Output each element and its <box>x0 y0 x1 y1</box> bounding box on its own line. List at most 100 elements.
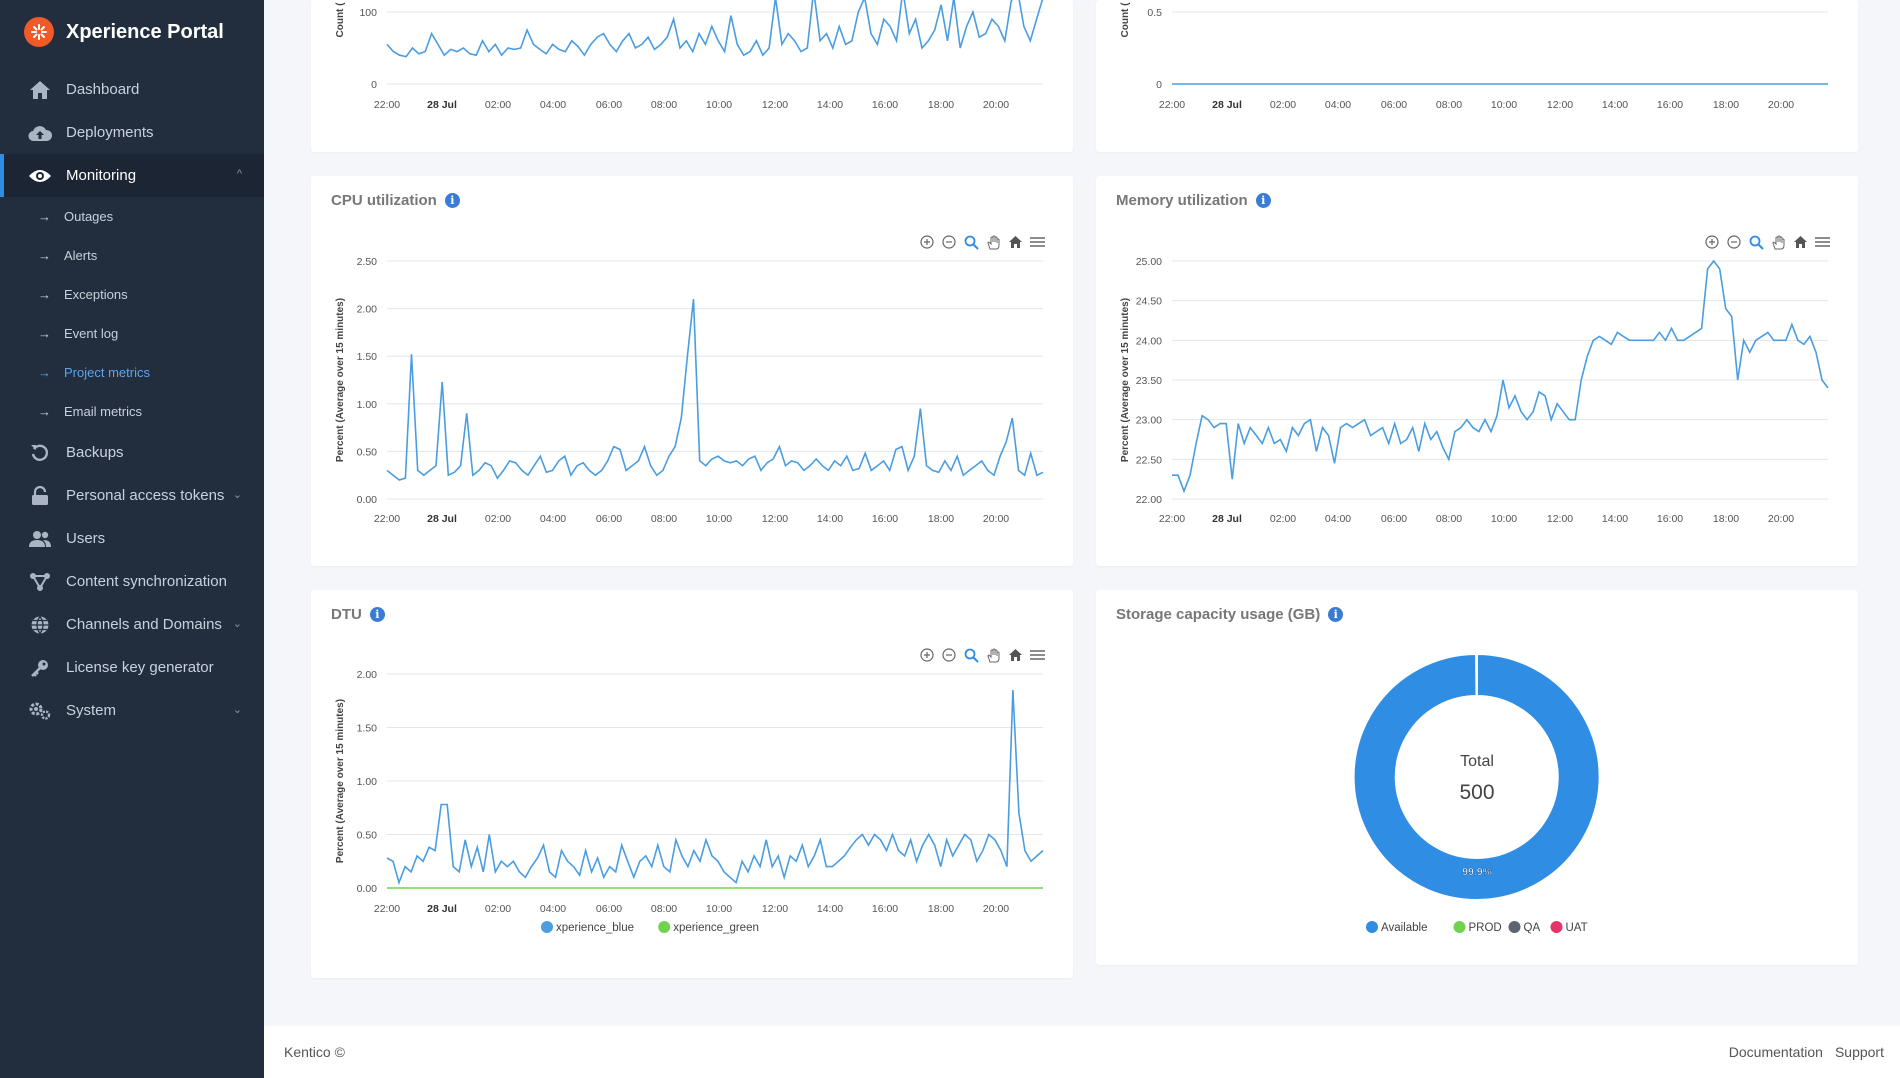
x-tick-label: 10:00 <box>706 903 732 915</box>
reset-home-icon[interactable] <box>1007 647 1023 663</box>
y-axis-title: Percent (Average over 15 minutes) <box>335 298 346 462</box>
x-tick-label: 16:00 <box>872 513 898 525</box>
x-tick-label: 06:00 <box>596 903 622 915</box>
menu-icon[interactable] <box>1814 234 1830 250</box>
reset-home-icon[interactable] <box>1792 234 1808 250</box>
y-tick-label: 23.50 <box>1136 375 1162 387</box>
subnav-item-exceptions[interactable]: → Exceptions <box>0 275 264 314</box>
selection-zoom-icon[interactable] <box>1748 234 1764 250</box>
support-link[interactable]: Support <box>1834 1044 1884 1060</box>
arrow-right-icon: → <box>38 404 51 419</box>
subnav-item-email-metrics[interactable]: → Email metrics <box>0 392 264 431</box>
zoom-in-icon[interactable] <box>919 234 935 250</box>
x-tick-label: 08:00 <box>651 99 677 111</box>
x-tick-label: 02:00 <box>1270 513 1296 525</box>
nav-item-system[interactable]: System ⌄ <box>0 689 264 732</box>
y-tick-label: 0 <box>1156 79 1162 91</box>
series-line-cpu <box>386 299 1044 481</box>
nav-item-deployments[interactable]: Deployments <box>0 111 264 154</box>
x-tick-label: 16:00 <box>1657 513 1683 525</box>
nav-item-personal-access-tokens[interactable]: Personal access tokens ⌄ <box>0 474 264 517</box>
info-icon[interactable]: i <box>1328 607 1344 622</box>
x-tick-label: 14:00 <box>817 99 843 111</box>
x-tick-label: 28 Jul <box>427 903 457 915</box>
x-tick-label: 10:00 <box>1491 513 1517 525</box>
x-tick-label: 18:00 <box>928 513 954 525</box>
y-tick-label: 2.50 <box>357 256 378 268</box>
pan-hand-icon[interactable] <box>985 647 1001 663</box>
zoom-in-icon[interactable] <box>919 647 935 663</box>
reset-home-icon[interactable] <box>1007 234 1023 250</box>
zoom-out-icon[interactable] <box>941 234 957 250</box>
subnav-label: Exceptions <box>64 287 128 302</box>
y-tick-label: 2.00 <box>357 304 378 316</box>
x-tick-label: 02:00 <box>485 99 511 111</box>
x-tick-label: 28 Jul <box>1212 99 1242 111</box>
subnav-label: Outages <box>64 209 114 224</box>
zoom-in-icon[interactable] <box>1704 234 1720 250</box>
x-tick-label: 16:00 <box>872 903 898 915</box>
chart-storage: Total 500 99.9% Available PROD QA UAT <box>1352 652 1601 934</box>
y-tick-label: 0 <box>371 79 377 91</box>
menu-icon[interactable] <box>1029 647 1045 663</box>
card-storage-capacity: Storage capacity usage (GB) i Total 500 99… <box>1096 590 1858 965</box>
subnav-label: Project metrics <box>64 365 150 380</box>
x-tick-label: 06:00 <box>1381 513 1407 525</box>
y-tick-label: 1.00 <box>357 399 378 411</box>
nav-label: Monitoring <box>66 167 137 184</box>
nav-item-channels-and-domains[interactable]: Channels and Domains ⌄ <box>0 603 264 646</box>
x-tick-label: 18:00 <box>1713 513 1739 525</box>
card-title-text: Storage capacity usage (GB) <box>1116 606 1321 623</box>
card-title-text: CPU utilization <box>331 192 437 209</box>
pan-hand-icon[interactable] <box>985 234 1001 250</box>
subnav-item-outages[interactable]: → Outages <box>0 197 264 236</box>
footer-brand: Kentico © <box>284 1044 345 1060</box>
donut-slice-available <box>1352 652 1601 901</box>
info-icon[interactable]: i <box>1255 193 1271 208</box>
x-tick-label: 20:00 <box>983 99 1009 111</box>
nav-label: Backups <box>66 444 124 461</box>
info-icon[interactable]: i <box>369 607 385 622</box>
nav-item-monitoring[interactable]: Monitoring ^ <box>0 154 264 197</box>
x-tick-label: 10:00 <box>706 513 732 525</box>
card-title-text: DTU <box>331 606 362 623</box>
nav-item-users[interactable]: Users <box>0 517 264 560</box>
nav-label: Dashboard <box>66 81 140 98</box>
nav-item-content-synchronization[interactable]: Content synchronization <box>0 560 264 603</box>
chevron-down-icon: ⌄ <box>232 704 242 716</box>
nav-item-dashboard[interactable]: Dashboard <box>0 68 264 111</box>
x-tick-label: 28 Jul <box>427 99 457 111</box>
pan-hand-icon[interactable] <box>1770 234 1786 250</box>
subnav-item-project-metrics[interactable]: → Project metrics <box>0 353 264 392</box>
x-tick-label: 10:00 <box>1491 99 1517 111</box>
subnav-item-event-log[interactable]: → Event log <box>0 314 264 353</box>
chart-memory: 22.00 22.50 23.00 23.50 24.00 24.50 25.00 Perce… <box>1120 256 1829 525</box>
x-tick-label: 12:00 <box>762 903 788 915</box>
nav-item-license-key-generator[interactable]: License key generator <box>0 646 264 689</box>
menu-icon[interactable] <box>1029 234 1045 250</box>
brand[interactable]: Xperience Portal <box>24 17 224 47</box>
zoom-out-icon[interactable] <box>1726 234 1742 250</box>
x-tick-label: 28 Jul <box>427 513 457 525</box>
zoom-out-icon[interactable] <box>941 647 957 663</box>
selection-zoom-icon[interactable] <box>963 234 979 250</box>
y-axis-title: Percent (Average over 15 minutes) <box>335 699 346 863</box>
nav-item-backups[interactable]: Backups <box>0 431 264 474</box>
legend-marker <box>1508 921 1521 933</box>
arrow-right-icon: → <box>38 287 51 302</box>
nav-label: Content synchronization <box>66 573 227 590</box>
x-tick-label: 22:00 <box>374 99 400 111</box>
legend-marker <box>1366 921 1378 933</box>
info-icon[interactable]: i <box>444 193 460 208</box>
x-tick-label: 18:00 <box>1713 99 1739 111</box>
x-tick-label: 18:00 <box>928 99 954 111</box>
chevron-down-icon: ⌄ <box>232 489 242 501</box>
subnav-item-alerts[interactable]: → Alerts <box>0 236 264 275</box>
x-tick-label: 12:00 <box>762 513 788 525</box>
y-tick-label: 0.00 <box>357 883 378 895</box>
card-memory-utilization: Memory utilization i 22.00 22.50 23.00 23.5… <box>1096 176 1858 566</box>
lock-icon <box>28 484 52 508</box>
selection-zoom-icon[interactable] <box>963 647 979 663</box>
documentation-link[interactable]: Documentation <box>1728 1044 1823 1060</box>
arrow-right-icon: → <box>38 209 51 224</box>
